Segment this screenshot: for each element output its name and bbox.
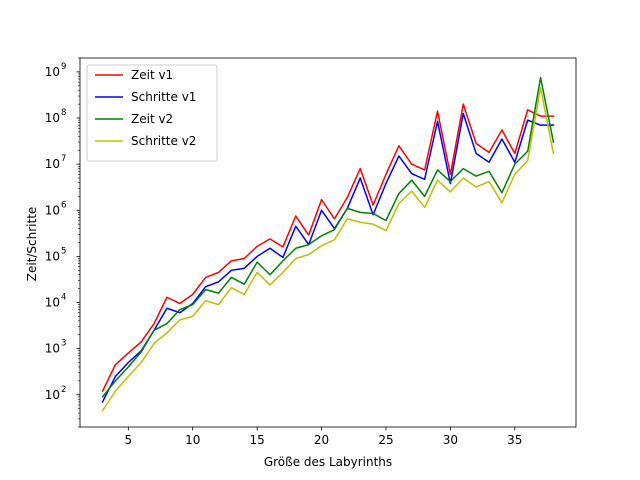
x-tick-label: 35: [507, 433, 522, 447]
y-axis-label: Zeit/Schritte: [25, 207, 39, 282]
y-tick-label-base: 10: [45, 342, 60, 356]
legend-box: [86, 64, 218, 162]
x-tick-label: 5: [124, 433, 132, 447]
legend-label-1: Zeit v1: [131, 68, 173, 82]
y-tick-label-base: 10: [45, 203, 60, 217]
y-tick-label-exponent: 3: [61, 339, 66, 349]
x-tick-label: 20: [314, 433, 329, 447]
y-tick-label-base: 10: [45, 65, 60, 79]
x-tick-label: 15: [250, 433, 265, 447]
y-tick-label-base: 10: [45, 388, 60, 402]
y-tick-label: 10: [45, 65, 60, 79]
x-axis-label: Größe des Labyrinths: [264, 455, 392, 469]
series-line-3: [101, 76, 555, 398]
y-tick-label-base: 10: [45, 296, 60, 310]
y-tick-label: 10: [45, 342, 60, 356]
series-line-4: [101, 87, 555, 412]
y-tick-label-exponent: 8: [61, 108, 66, 118]
y-tick-label: 10: [45, 203, 60, 217]
y-tick-label-exponent: 7: [61, 154, 66, 164]
legend-label-2: Schritte v1: [131, 90, 196, 104]
y-tick-label: 10: [45, 296, 60, 310]
x-tick-label: 10: [185, 433, 200, 447]
legend-label-3: Zeit v2: [131, 112, 173, 126]
y-tick-label-exponent: 2: [61, 385, 66, 395]
y-tick-label: 10: [45, 388, 60, 402]
y-tick-label-exponent: 6: [61, 200, 66, 210]
legend: Zeit v1 Schritte v1 Zeit v2 Schritte v2: [86, 64, 218, 162]
y-tick-label-exponent: 9: [61, 62, 66, 72]
y-tick-label-exponent: 4: [61, 293, 66, 303]
y-tick-label: 10: [45, 157, 60, 171]
y-tick-label: 10: [45, 249, 60, 263]
x-axis: 5 10 15 20 25 30 35: [124, 427, 522, 447]
y-tick-label-exponent: 5: [61, 246, 66, 256]
x-tick-label: 25: [378, 433, 393, 447]
y-tick-label-base: 10: [45, 249, 60, 263]
y-tick-label-base: 10: [45, 157, 60, 171]
y-tick-label-base: 10: [45, 111, 60, 125]
series-layer: [101, 76, 555, 412]
series-line-1: [101, 103, 555, 393]
legend-label-4: Schritte v2: [131, 134, 196, 148]
x-tick-label: 30: [443, 433, 458, 447]
y-tick-label: 10: [45, 111, 60, 125]
